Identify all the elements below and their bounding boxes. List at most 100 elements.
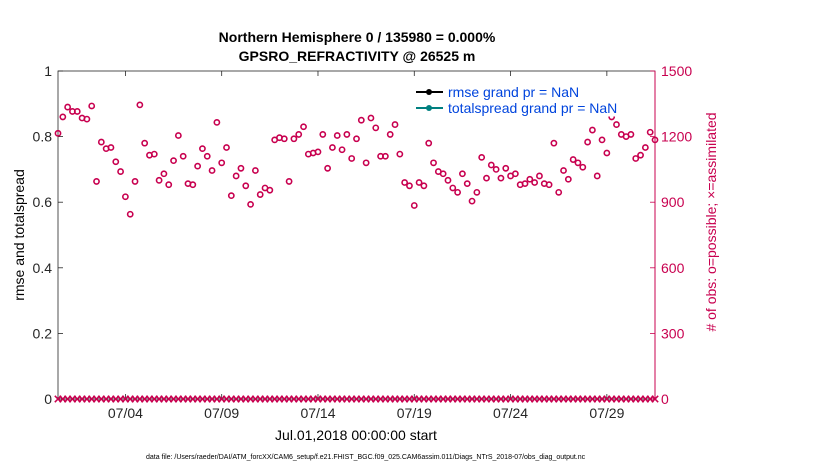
data-marks	[54, 101, 659, 403]
point-possible	[348, 155, 356, 162]
y-axis-right-label: # of obs: o=possible; ×=assimilated	[703, 112, 719, 331]
point-possible	[285, 178, 293, 185]
point-possible	[646, 128, 654, 136]
point-possible	[338, 146, 346, 154]
point-possible	[54, 129, 62, 137]
point-possible	[574, 159, 582, 167]
point-possible	[560, 167, 567, 174]
y-left-tick-label: 0	[44, 391, 52, 407]
point-possible	[208, 167, 216, 174]
point-possible	[632, 155, 640, 162]
point-possible	[593, 172, 601, 180]
x-tick-label: 07/19	[397, 405, 432, 421]
legend-marker-rmse	[426, 89, 432, 95]
x-tick-label: 07/04	[108, 405, 143, 421]
point-possible	[550, 139, 558, 147]
point-possible	[73, 108, 81, 115]
y-left-tick-label: 0.6	[33, 194, 53, 210]
point-possible	[444, 176, 452, 184]
x-axis-label: Jul.01,2018 00:00:00 start	[275, 427, 437, 443]
point-possible	[468, 197, 476, 205]
point-possible	[251, 167, 259, 174]
y-left-tick-label: 0.4	[33, 260, 53, 276]
point-possible	[598, 136, 606, 144]
point-possible	[223, 144, 230, 151]
point-possible	[401, 179, 409, 186]
y-right-tick-label: 900	[661, 194, 685, 210]
point-possible	[353, 135, 360, 143]
point-possible	[511, 170, 519, 178]
point-possible	[651, 136, 659, 144]
point-possible	[362, 159, 370, 167]
point-possible	[179, 152, 187, 160]
point-possible	[613, 121, 620, 128]
y-axis-left-label: rmse and totalspread	[11, 169, 27, 301]
x-axis: 07/04 07/09 07/14 07/19 07/24 07/29	[108, 71, 625, 421]
point-possible	[295, 131, 303, 138]
point-possible	[107, 144, 115, 151]
y-left-tick-label: 0.2	[33, 325, 53, 341]
point-possible	[564, 175, 572, 183]
point-possible	[463, 180, 471, 188]
point-possible	[521, 180, 529, 188]
y-right-tick-label: 1200	[661, 129, 692, 145]
point-possible	[319, 131, 327, 138]
point-possible	[454, 188, 462, 196]
y-axis-right: 0 300 600 900 1200 1500	[650, 63, 692, 407]
point-possible	[247, 200, 254, 208]
point-possible	[150, 150, 158, 158]
point-possible	[526, 175, 534, 183]
chart-subtitle: GPSRO_REFRACTIVITY @ 26525 m	[239, 48, 476, 64]
point-possible	[165, 181, 173, 189]
point-possible	[478, 153, 486, 161]
point-possible	[189, 181, 197, 189]
plot-area	[57, 70, 656, 400]
point-possible	[569, 156, 577, 163]
point-possible	[218, 159, 226, 167]
point-assimilated	[651, 395, 659, 403]
point-possible	[372, 124, 380, 132]
point-possible	[584, 138, 591, 146]
point-possible	[242, 182, 250, 190]
point-possible	[487, 161, 495, 169]
point-possible	[155, 176, 163, 184]
point-possible	[603, 149, 611, 157]
legend-box	[409, 81, 644, 117]
x-tick-label: 07/09	[204, 405, 239, 421]
point-possible	[627, 131, 635, 138]
point-possible	[136, 101, 144, 109]
point-possible	[502, 164, 510, 172]
point-possible	[333, 132, 341, 139]
point-possible	[83, 115, 91, 123]
point-possible	[449, 184, 457, 192]
point-possible	[589, 126, 596, 134]
point-possible	[232, 172, 240, 180]
legend-marker-totalspread	[426, 105, 432, 111]
y-right-tick-label: 300	[661, 325, 685, 341]
point-possible	[300, 123, 307, 131]
point-possible	[126, 210, 134, 218]
y-left-tick-label: 1	[44, 63, 52, 79]
x-tick-label: 07/14	[300, 405, 335, 421]
y-right-tick-label: 1500	[661, 63, 692, 79]
point-possible	[97, 138, 105, 146]
point-possible	[131, 178, 139, 185]
point-possible	[88, 102, 96, 110]
point-possible	[199, 145, 206, 153]
point-possible	[256, 191, 264, 198]
point-possible	[536, 172, 543, 180]
point-possible	[141, 139, 149, 147]
point-possible	[425, 139, 433, 147]
point-possible	[483, 174, 490, 182]
chart-title: Northern Hemisphere 0 / 135980 = 0.000%	[219, 29, 496, 45]
point-possible	[343, 131, 351, 138]
point-possible	[396, 150, 404, 158]
point-possible	[59, 113, 67, 121]
point-possible	[290, 135, 298, 143]
point-possible	[439, 170, 447, 178]
legend: rmse grand pr = NaN totalspread grand pr…	[409, 81, 644, 117]
point-possible	[170, 157, 177, 165]
point-possible	[213, 118, 221, 126]
point-possible	[415, 179, 423, 186]
y-right-tick-label: 600	[661, 260, 685, 276]
